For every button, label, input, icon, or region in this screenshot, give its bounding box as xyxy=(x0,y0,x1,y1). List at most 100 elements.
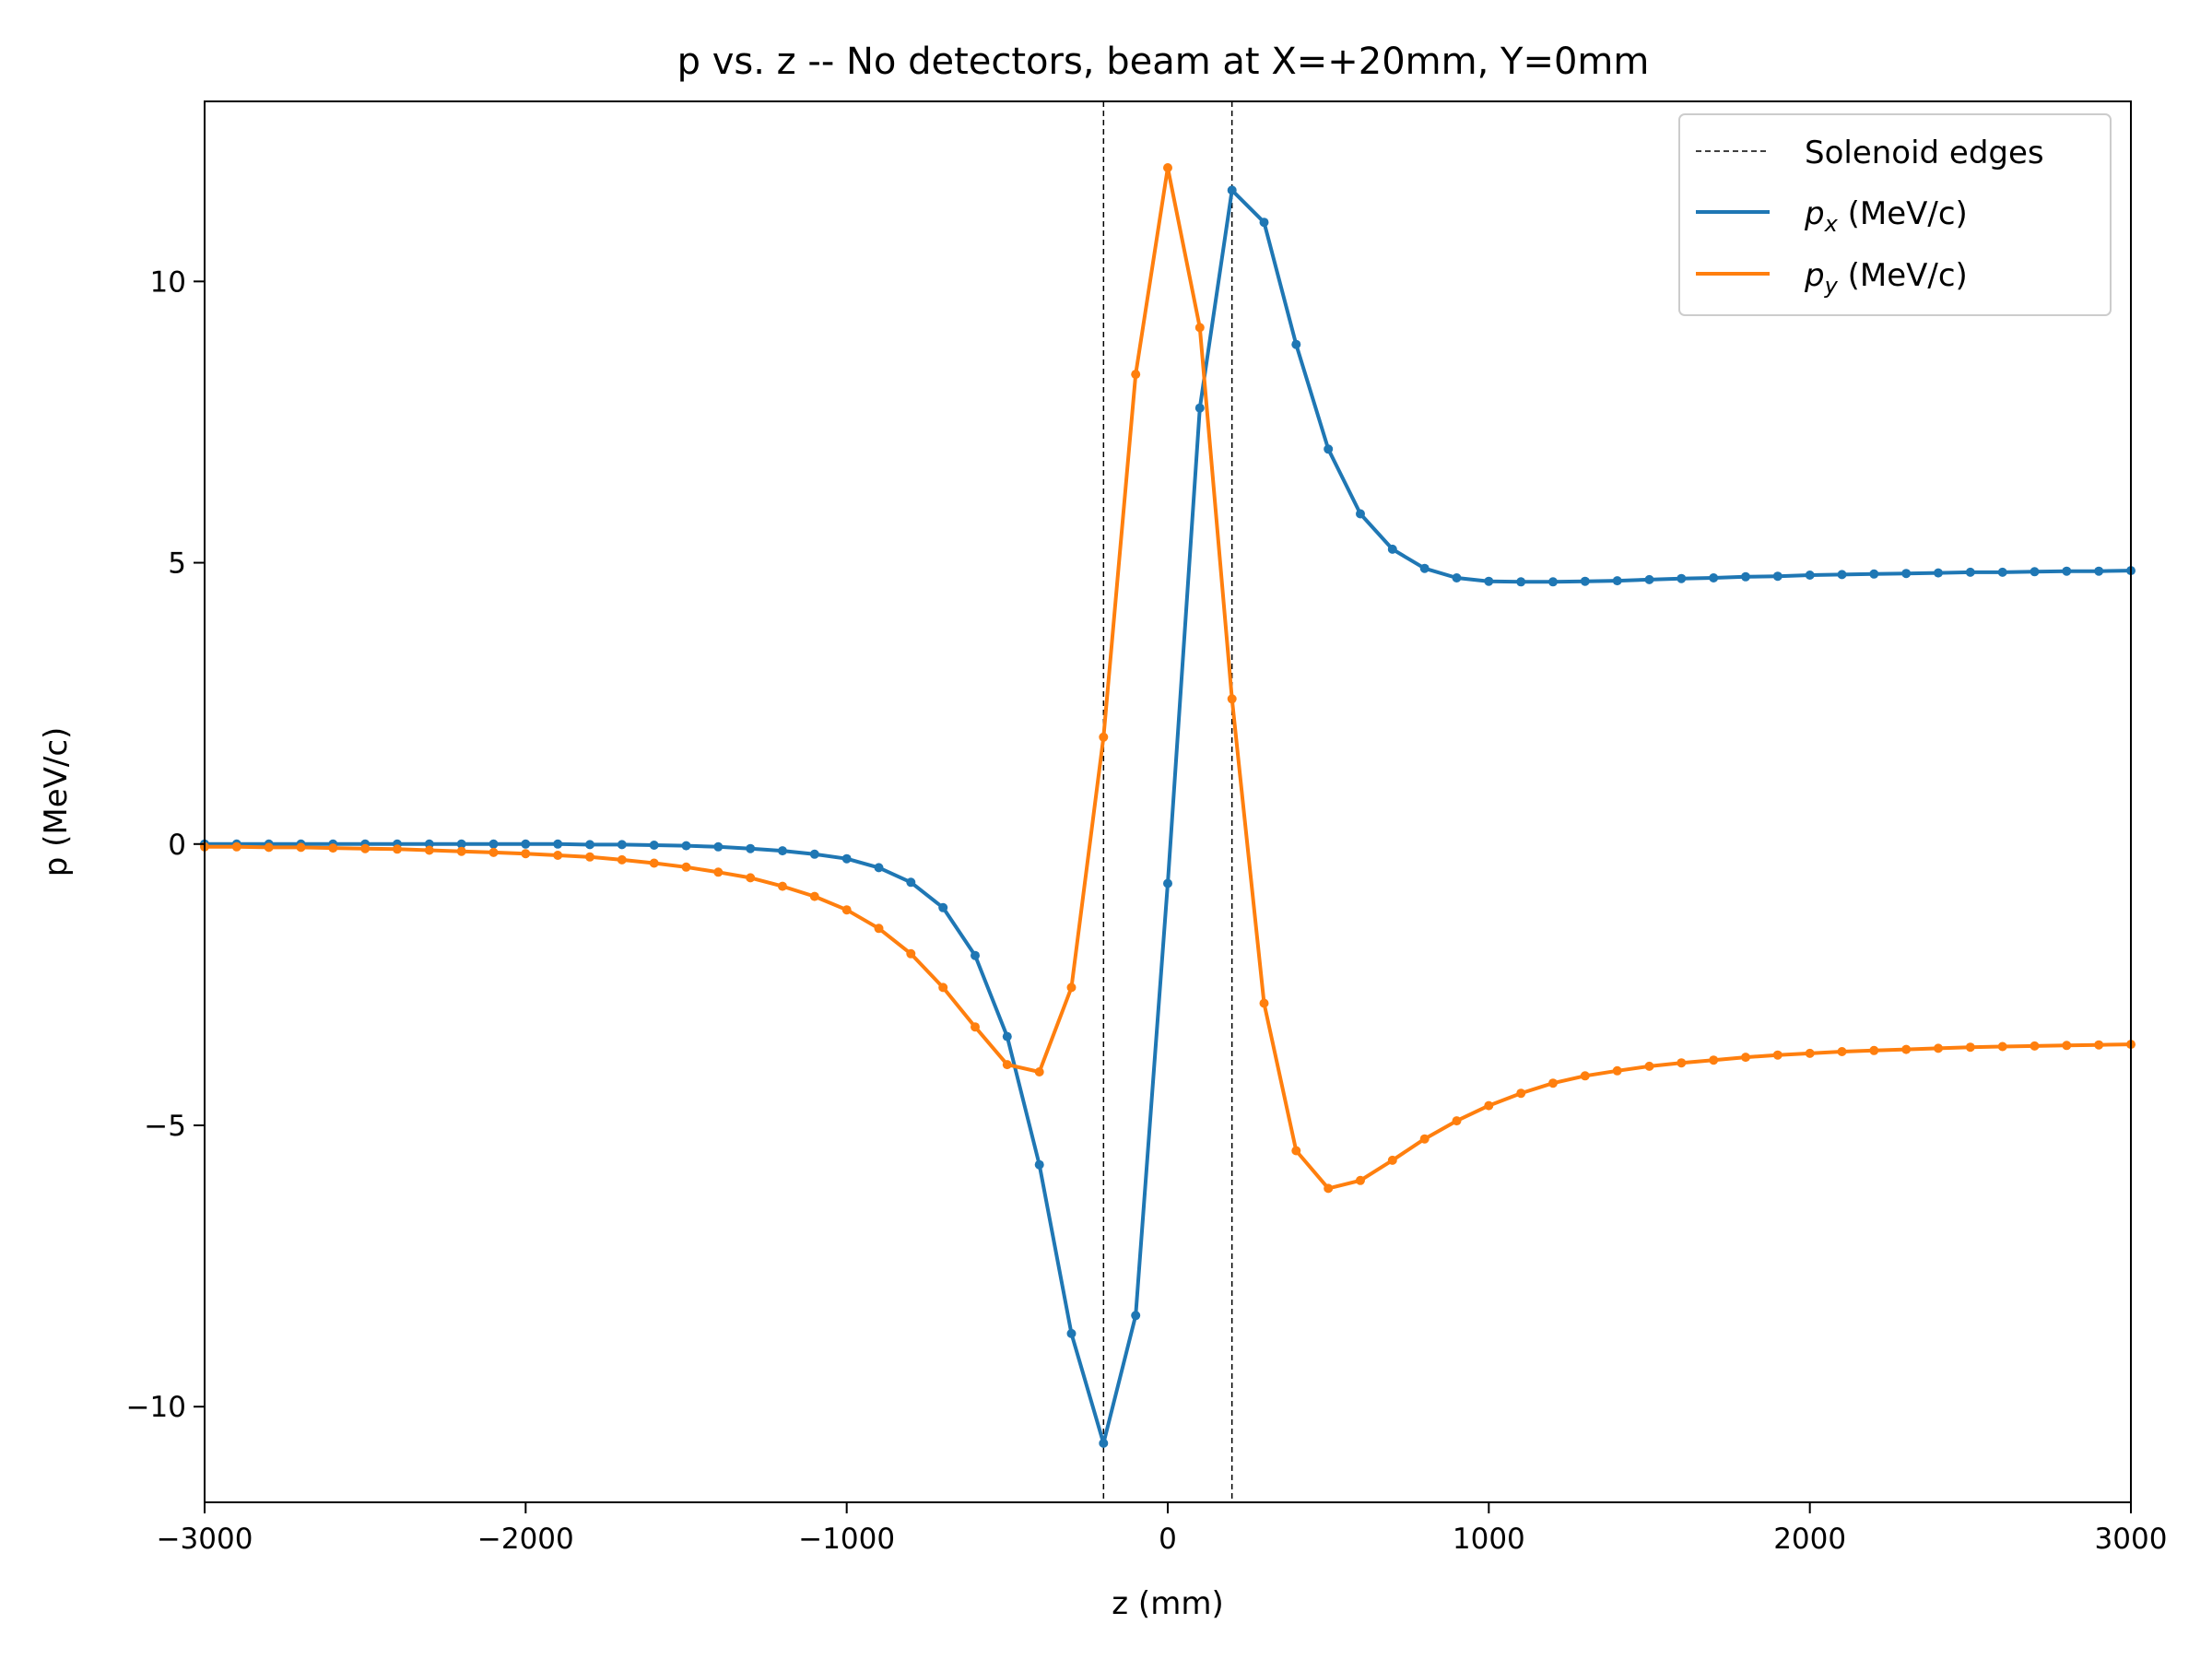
data-point-p-y xyxy=(746,873,756,883)
series-line-p-y xyxy=(205,166,2132,1191)
series-layer xyxy=(200,163,2136,1448)
legend-px-units: (MeV/c) xyxy=(1838,195,1968,232)
data-point-p-x xyxy=(713,841,724,852)
data-point-p-x xyxy=(906,877,916,888)
data-point-p-x xyxy=(1869,569,1879,579)
data-point-p-y xyxy=(1356,1175,1365,1185)
data-point-p-y xyxy=(328,843,338,853)
data-point-p-x xyxy=(746,843,756,853)
data-point-p-y xyxy=(2030,1041,2040,1051)
data-point-p-y xyxy=(1837,1047,1847,1056)
chart-title: p vs. z -- No detectors, beam at X=+20mm… xyxy=(677,41,1650,83)
data-point-p-y xyxy=(681,862,691,872)
data-point-p-x xyxy=(1612,576,1622,586)
data-point-p-y xyxy=(2094,1040,2104,1050)
data-point-p-y xyxy=(2062,1041,2072,1051)
x-axis: −3000 −2000 −1000 0 1000 2000 3000 xyxy=(157,1502,2167,1556)
data-point-p-x xyxy=(1356,509,1365,519)
data-point-p-x xyxy=(617,840,627,850)
legend-label-px: px (MeV/c) xyxy=(1804,195,1968,237)
data-point-p-y xyxy=(1131,370,1141,380)
data-point-p-y xyxy=(1516,1088,1526,1099)
data-point-p-y xyxy=(1484,1100,1494,1111)
data-point-p-x xyxy=(1419,563,1430,573)
data-point-p-x xyxy=(1194,403,1205,413)
data-point-p-y xyxy=(809,891,819,901)
data-point-p-x xyxy=(521,839,531,849)
data-point-p-y xyxy=(1741,1053,1750,1063)
data-point-p-x xyxy=(1965,567,1975,577)
data-point-p-x xyxy=(1066,1328,1077,1338)
data-point-p-y xyxy=(1227,694,1237,704)
data-point-p-x xyxy=(1548,577,1558,587)
data-point-p-y xyxy=(1709,1055,1719,1065)
data-point-p-x xyxy=(2094,566,2104,576)
data-point-p-y xyxy=(906,948,916,959)
data-point-p-x xyxy=(1516,577,1526,587)
data-point-p-y xyxy=(1259,998,1269,1008)
data-point-p-x xyxy=(1997,567,2007,577)
data-point-p-x xyxy=(681,841,691,851)
data-point-p-y xyxy=(1901,1044,1912,1054)
data-point-p-y xyxy=(1548,1078,1558,1088)
data-point-p-x xyxy=(778,846,787,856)
data-point-p-y xyxy=(778,881,787,891)
x-axis-label: z (mm) xyxy=(1112,1585,1223,1622)
data-point-p-x xyxy=(1580,576,1590,586)
data-point-p-y xyxy=(585,852,594,862)
data-point-p-x xyxy=(2062,566,2072,576)
y-tick-label: −10 xyxy=(126,1391,186,1424)
y-axis-label: p (MeV/c) xyxy=(38,727,75,877)
data-point-p-y xyxy=(521,849,531,859)
data-point-p-y xyxy=(1644,1061,1654,1071)
data-point-p-x xyxy=(1741,571,1750,582)
y-tick-label: 10 xyxy=(150,265,186,299)
data-point-p-x xyxy=(1644,574,1654,584)
data-point-p-y xyxy=(1194,323,1205,333)
data-point-p-y xyxy=(424,845,434,855)
data-point-p-y xyxy=(1099,732,1109,742)
data-point-p-x xyxy=(1163,878,1172,888)
y-tick-label: 5 xyxy=(168,547,186,581)
data-point-p-y xyxy=(1965,1042,1975,1053)
data-point-p-y xyxy=(1291,1146,1301,1156)
data-point-p-y xyxy=(1772,1050,1783,1060)
data-point-p-y xyxy=(1419,1134,1430,1144)
data-point-p-x xyxy=(553,839,563,849)
data-point-p-x xyxy=(1709,573,1719,582)
data-point-p-y xyxy=(1580,1071,1590,1081)
data-point-p-x xyxy=(1484,576,1494,586)
data-point-p-y xyxy=(617,854,627,865)
legend-px-symbol: p xyxy=(1804,195,1825,232)
data-point-p-x xyxy=(2030,567,2040,577)
data-point-p-x xyxy=(1227,185,1237,195)
y-tick-label: −5 xyxy=(144,1110,186,1143)
data-point-p-x xyxy=(841,853,852,864)
legend-label-py: py (MeV/c) xyxy=(1804,257,1968,299)
data-point-p-y xyxy=(553,851,563,860)
data-point-p-x xyxy=(1452,573,1462,582)
data-point-p-x xyxy=(1901,569,1912,579)
data-point-p-x xyxy=(1131,1311,1141,1321)
data-point-p-y xyxy=(1387,1155,1397,1165)
solenoid-edge-lines xyxy=(1102,101,1233,1502)
y-tick-label: 0 xyxy=(168,829,186,862)
data-point-p-y xyxy=(1002,1060,1012,1070)
data-point-p-y xyxy=(456,846,466,856)
data-point-p-y xyxy=(1997,1041,2007,1052)
data-point-p-x xyxy=(1837,570,1847,580)
data-point-p-y xyxy=(360,843,371,853)
data-point-p-y xyxy=(713,867,724,877)
x-tick-label: 1000 xyxy=(1453,1523,1525,1556)
legend-py-units: (MeV/c) xyxy=(1838,257,1968,294)
data-point-p-y xyxy=(1677,1058,1687,1068)
data-point-p-y xyxy=(1452,1116,1462,1126)
data-point-p-x xyxy=(1677,573,1687,583)
x-tick-label: 2000 xyxy=(1773,1523,1846,1556)
data-point-p-x xyxy=(1387,544,1397,554)
legend: Solenoid edges px (MeV/c) py (MeV/c) xyxy=(1678,113,2112,316)
x-tick-label: −1000 xyxy=(798,1523,895,1556)
data-point-p-x xyxy=(1772,571,1783,582)
data-point-p-x xyxy=(1291,339,1301,349)
